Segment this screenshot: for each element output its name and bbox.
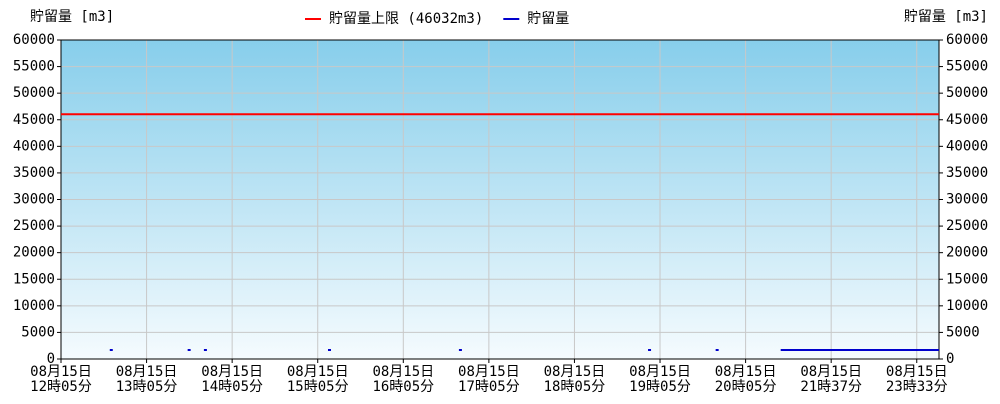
x-tick-label: 20時05分 bbox=[715, 379, 777, 395]
x-tick-label: 19時05分 bbox=[629, 379, 691, 395]
x-tick-label: 21時37分 bbox=[800, 379, 862, 395]
x-tick-label: 17時05分 bbox=[458, 379, 520, 395]
y2-tick-label: 50000 bbox=[946, 85, 988, 101]
y-tick-label: 15000 bbox=[13, 271, 55, 287]
legend: 貯留量上限 (46032m3) 貯留量 bbox=[305, 11, 569, 27]
y-tick-label: 25000 bbox=[13, 218, 55, 234]
y-tick-label: 20000 bbox=[13, 245, 55, 261]
legend-label: 貯留量 bbox=[527, 11, 569, 27]
y2-tick-label: 30000 bbox=[946, 192, 988, 208]
y-tick-label: 5000 bbox=[21, 324, 55, 340]
x-tick-label: 08月15日 bbox=[544, 364, 606, 380]
y-tick-label: 10000 bbox=[13, 298, 55, 314]
x-tick-label: 08月15日 bbox=[372, 364, 434, 380]
y2-tick-label: 5000 bbox=[946, 324, 980, 340]
x-tick-label: 08月15日 bbox=[201, 364, 263, 380]
y2-tick-label: 35000 bbox=[946, 165, 988, 181]
x-tick-label: 08月15日 bbox=[30, 364, 92, 380]
x-tick-label: 08月15日 bbox=[629, 364, 691, 380]
y2-axis-label: 貯留量 [m3] bbox=[904, 9, 988, 25]
y2-tick-label: 25000 bbox=[946, 218, 988, 234]
legend-label: 貯留量上限 (46032m3) bbox=[329, 11, 483, 27]
y2-tick-label: 15000 bbox=[946, 271, 988, 287]
x-tick-label: 08月15日 bbox=[800, 364, 862, 380]
y-axis-label: 貯留量 [m3] bbox=[30, 9, 114, 25]
y-tick-label: 45000 bbox=[13, 112, 55, 128]
y-tick-label: 50000 bbox=[13, 85, 55, 101]
y2-tick-label: 10000 bbox=[946, 298, 988, 314]
y-tick-label: 60000 bbox=[13, 32, 55, 48]
x-tick-label: 23時33分 bbox=[886, 379, 948, 395]
y2-tick-label: 60000 bbox=[946, 32, 988, 48]
x-tick-label: 14時05分 bbox=[201, 379, 263, 395]
y2-tick-label: 0 bbox=[946, 351, 954, 367]
y-tick-label: 0 bbox=[47, 351, 55, 367]
x-tick-label: 12時05分 bbox=[30, 379, 92, 395]
y2-tick-label: 45000 bbox=[946, 112, 988, 128]
y2-tick-label: 40000 bbox=[946, 138, 988, 154]
x-tick-label: 16時05分 bbox=[372, 379, 434, 395]
x-tick-label: 08月15日 bbox=[886, 364, 948, 380]
x-tick-label: 08月15日 bbox=[715, 364, 777, 380]
y-tick-label: 55000 bbox=[13, 59, 55, 75]
plot-border bbox=[60, 39, 940, 360]
y-tick-label: 35000 bbox=[13, 165, 55, 181]
y-tick-label: 40000 bbox=[13, 138, 55, 154]
y-tick-label: 30000 bbox=[13, 192, 55, 208]
x-tick-label: 15時05分 bbox=[287, 379, 349, 395]
x-tick-label: 08月15日 bbox=[458, 364, 520, 380]
x-tick-label: 13時05分 bbox=[116, 379, 178, 395]
x-tick-label: 08月15日 bbox=[287, 364, 349, 380]
y2-tick-label: 20000 bbox=[946, 245, 988, 261]
x-tick-label: 08月15日 bbox=[116, 364, 178, 380]
x-tick-label: 18時05分 bbox=[544, 379, 606, 395]
y2-tick-label: 55000 bbox=[946, 59, 988, 75]
